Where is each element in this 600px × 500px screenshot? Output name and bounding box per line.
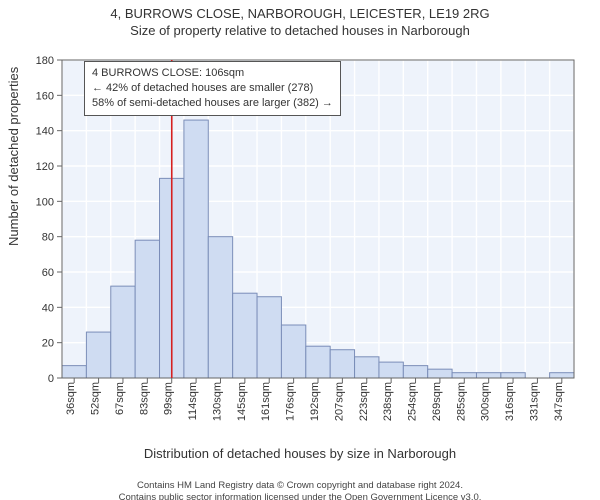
svg-text:316sqm: 316sqm — [504, 382, 516, 421]
svg-text:285sqm: 285sqm — [455, 382, 467, 421]
annotation-line-2: ← 42% of detached houses are smaller (27… — [92, 81, 333, 96]
svg-text:176sqm: 176sqm — [285, 382, 297, 421]
svg-text:160: 160 — [36, 90, 54, 102]
svg-text:347sqm: 347sqm — [553, 382, 565, 421]
svg-text:145sqm: 145sqm — [236, 382, 248, 421]
svg-text:161sqm: 161sqm — [260, 382, 272, 421]
svg-text:0: 0 — [48, 373, 54, 385]
svg-text:114sqm: 114sqm — [187, 382, 199, 420]
svg-text:83sqm: 83sqm — [138, 382, 150, 415]
svg-text:100: 100 — [36, 196, 54, 208]
svg-text:60: 60 — [42, 267, 54, 279]
attribution-line-2: Contains public sector information licen… — [0, 492, 600, 500]
svg-text:331sqm: 331sqm — [528, 382, 540, 421]
chart-title-subtitle: Size of property relative to detached ho… — [0, 23, 600, 38]
svg-text:207sqm: 207sqm — [333, 382, 345, 421]
annotation-box: 4 BURROWS CLOSE: 106sqm ← 42% of detache… — [84, 61, 341, 116]
svg-text:20: 20 — [42, 338, 54, 350]
chart-title-address: 4, BURROWS CLOSE, NARBOROUGH, LEICESTER,… — [0, 6, 600, 21]
attribution-footer: Contains HM Land Registry data © Crown c… — [0, 480, 600, 500]
svg-text:67sqm: 67sqm — [114, 382, 126, 415]
svg-text:36sqm: 36sqm — [65, 382, 77, 415]
x-axis-label: Distribution of detached houses by size … — [0, 446, 600, 461]
svg-text:80: 80 — [42, 232, 54, 244]
svg-text:140: 140 — [36, 126, 54, 138]
svg-text:192sqm: 192sqm — [309, 382, 321, 421]
svg-text:180: 180 — [36, 55, 54, 67]
svg-text:254sqm: 254sqm — [407, 382, 419, 421]
svg-text:223sqm: 223sqm — [358, 382, 370, 421]
svg-text:40: 40 — [42, 302, 54, 314]
svg-text:300sqm: 300sqm — [480, 382, 492, 421]
svg-text:120: 120 — [36, 161, 54, 173]
svg-text:99sqm: 99sqm — [163, 382, 175, 415]
svg-text:238sqm: 238sqm — [382, 382, 394, 421]
svg-text:130sqm: 130sqm — [211, 382, 223, 421]
svg-text:269sqm: 269sqm — [431, 382, 443, 421]
annotation-line-3: 58% of semi-detached houses are larger (… — [92, 96, 333, 111]
attribution-line-1: Contains HM Land Registry data © Crown c… — [0, 480, 600, 492]
annotation-line-1: 4 BURROWS CLOSE: 106sqm — [92, 66, 333, 81]
svg-text:52sqm: 52sqm — [90, 382, 102, 415]
